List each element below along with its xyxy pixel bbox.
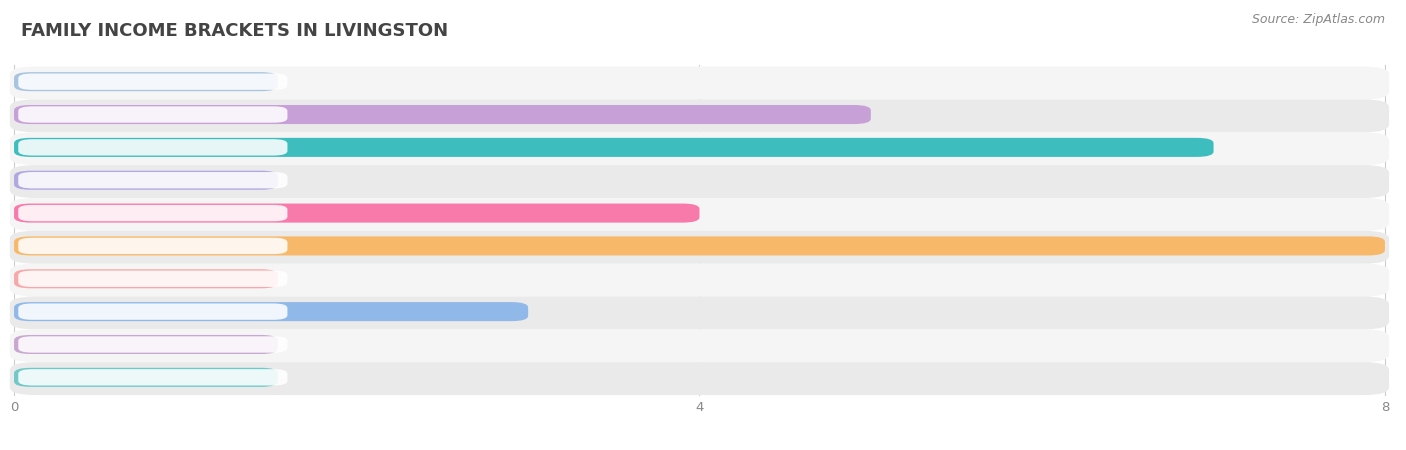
Text: $150,000 to $199,999: $150,000 to $199,999	[90, 338, 217, 351]
Text: $50,000 to $74,999: $50,000 to $74,999	[98, 239, 208, 253]
Text: $100,000 to $149,999: $100,000 to $149,999	[90, 305, 217, 319]
Text: 0: 0	[287, 75, 294, 88]
Text: 8: 8	[1381, 401, 1389, 414]
Text: $200,000+: $200,000+	[115, 371, 190, 384]
Text: 7: 7	[1197, 141, 1205, 154]
Text: 0: 0	[287, 371, 294, 384]
Text: 0: 0	[287, 174, 294, 187]
Text: $15,000 to $24,999: $15,000 to $24,999	[98, 140, 208, 154]
Text: 4: 4	[696, 401, 703, 414]
Text: 3: 3	[537, 305, 544, 318]
Text: 0: 0	[287, 272, 294, 285]
Text: 5: 5	[879, 108, 887, 121]
Text: 4: 4	[707, 207, 716, 220]
Text: Source: ZipAtlas.com: Source: ZipAtlas.com	[1251, 14, 1385, 27]
Text: $35,000 to $49,999: $35,000 to $49,999	[98, 206, 208, 220]
Text: Less than $10,000: Less than $10,000	[91, 75, 214, 88]
Text: 0: 0	[287, 338, 294, 351]
Text: 8: 8	[1368, 239, 1376, 252]
Text: 0: 0	[10, 401, 18, 414]
Text: $75,000 to $99,999: $75,000 to $99,999	[98, 272, 208, 286]
Text: FAMILY INCOME BRACKETS IN LIVINGSTON: FAMILY INCOME BRACKETS IN LIVINGSTON	[21, 22, 449, 40]
Text: $25,000 to $34,999: $25,000 to $34,999	[98, 173, 208, 187]
Text: $10,000 to $14,999: $10,000 to $14,999	[98, 108, 208, 122]
